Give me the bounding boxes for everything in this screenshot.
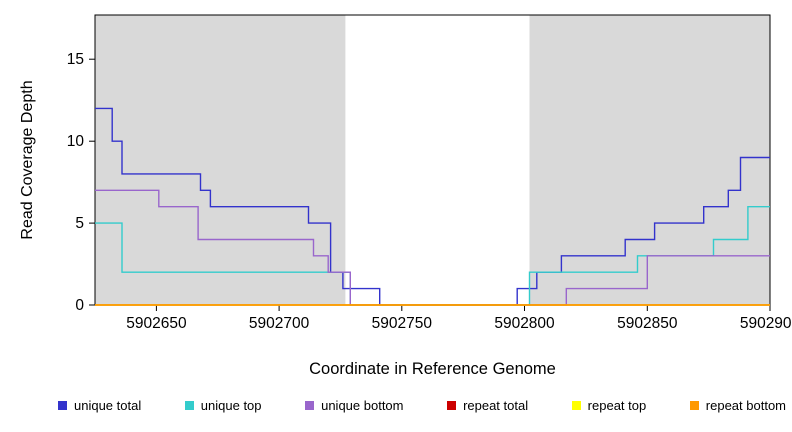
legend-label-repeat-total: repeat total <box>463 398 529 413</box>
legend-item-repeat-total: repeat total <box>447 398 528 413</box>
svg-text:5902800: 5902800 <box>494 315 555 332</box>
x-axis-title: Coordinate in Reference Genome <box>309 360 556 378</box>
legend-label-unique-total: unique total <box>74 398 142 413</box>
svg-text:5902700: 5902700 <box>249 315 310 332</box>
legend-swatch-repeat-bottom <box>689 401 699 410</box>
svg-text:0: 0 <box>75 297 84 314</box>
svg-text:5902850: 5902850 <box>617 315 678 332</box>
legend-label-repeat-top: repeat top <box>587 398 647 413</box>
svg-text:5902750: 5902750 <box>372 315 433 332</box>
legend-swatch-repeat-total <box>447 401 457 410</box>
svg-text:5902650: 5902650 <box>126 315 187 332</box>
legend-item-unique-bottom: unique bottom <box>305 398 404 413</box>
legend-item-unique-total: unique total <box>58 398 141 413</box>
svg-text:15: 15 <box>67 51 84 68</box>
legend-label-repeat-bottom: repeat bottom <box>705 398 786 413</box>
legend-swatch-unique-bottom <box>305 401 315 410</box>
legend-swatch-repeat-top <box>571 401 581 410</box>
legend-item-repeat-bottom: repeat bottom <box>689 398 786 413</box>
legend-item-unique-top: unique top <box>184 398 262 413</box>
legend-item-repeat-top: repeat top <box>571 398 647 413</box>
legend-swatch-unique-top <box>184 401 194 410</box>
y-axis-title: Read Coverage Depth <box>19 80 36 240</box>
legend-swatch-unique-total <box>58 401 67 410</box>
legend-label-unique-top: unique top <box>200 398 262 413</box>
svg-text:5: 5 <box>75 215 84 232</box>
svg-text:10: 10 <box>67 133 85 150</box>
chart-legend: unique total unique top unique bottom re… <box>58 398 786 413</box>
legend-label-unique-bottom: unique bottom <box>321 398 404 413</box>
